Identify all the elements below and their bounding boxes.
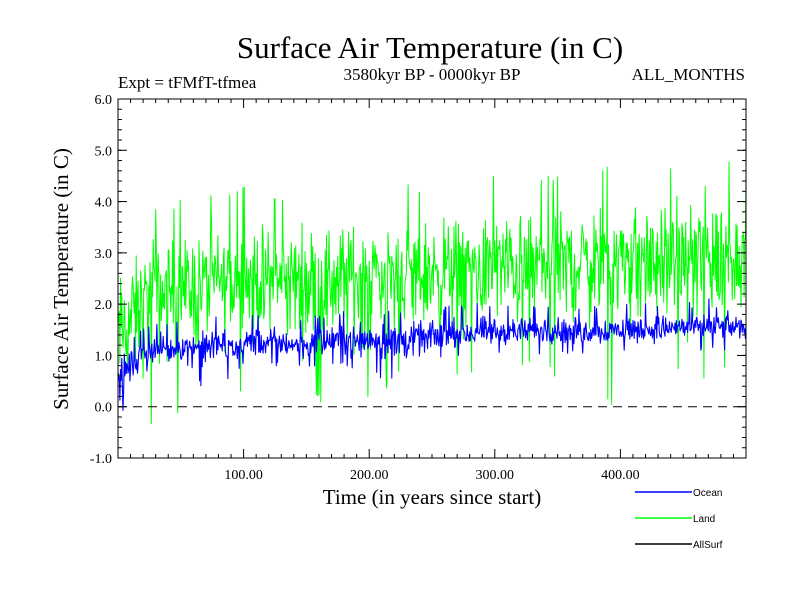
legend: Ocean Land AllSurf <box>635 488 723 551</box>
y-tick-label: 2.0 <box>95 298 113 313</box>
x-tick-label: 400.00 <box>601 468 640 483</box>
y-tick-label: 4.0 <box>95 196 113 211</box>
y-tick-label: 6.0 <box>95 93 113 108</box>
y-tick-label: 3.0 <box>95 247 113 262</box>
plot-area <box>117 161 747 425</box>
y-tick-label: 0.0 <box>95 401 113 416</box>
x-tick-label: 100.00 <box>224 468 263 483</box>
legend-label-ocean: Ocean <box>693 488 722 499</box>
legend-label-land: Land <box>693 514 715 525</box>
legend-label-allsurf: AllSurf <box>693 540 723 551</box>
x-tick-label: 300.00 <box>476 468 515 483</box>
y-tick-label: 5.0 <box>95 144 113 159</box>
y-axis-label: Surface Air Temperature (in C) <box>49 148 73 410</box>
series-line-land <box>117 161 747 425</box>
experiment-label: Expt = tFMfT-tfmea <box>118 73 257 92</box>
x-axis-label: Time (in years since start) <box>323 485 542 509</box>
y-tick-label: 1.0 <box>95 349 113 364</box>
months-label: ALL_MONTHS <box>632 65 745 84</box>
axes: -1.0 0.0 1.0 2.0 3.0 4.0 5.0 6.0 100.00 200.00 300… <box>90 93 747 483</box>
x-tick-label: 200.00 <box>350 468 389 483</box>
y-tick-label: -1.0 <box>90 452 112 467</box>
chart-title: Surface Air Temperature (in C) <box>237 30 623 65</box>
period-label: 3580kyr BP - 0000kyr BP <box>344 65 521 84</box>
series-line-ocean <box>117 298 747 411</box>
